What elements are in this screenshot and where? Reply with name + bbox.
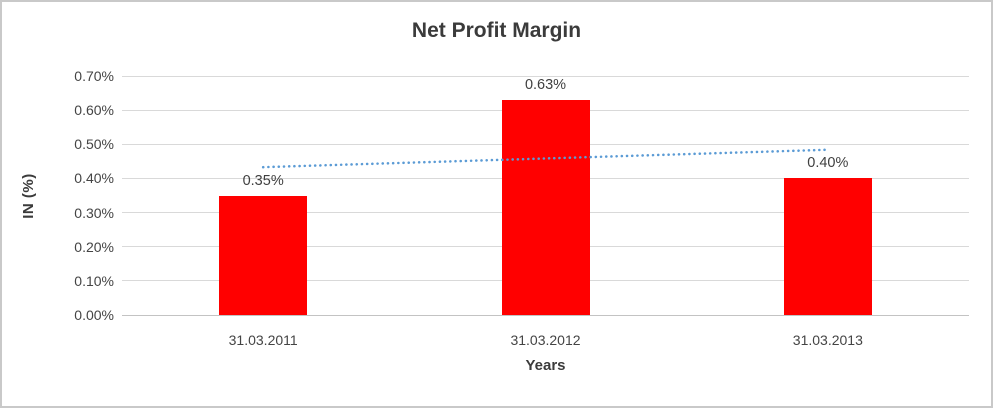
- x-axis-title: Years: [525, 357, 566, 374]
- y-axis-title: IN (%): [20, 173, 37, 219]
- bar-value-label: 0.63%: [524, 76, 567, 93]
- x-category-label: 31.03.2011: [228, 332, 298, 348]
- bar-value-label: 0.35%: [242, 172, 284, 189]
- trendline: [261, 148, 830, 169]
- x-category-label: 31.03.2013: [792, 332, 863, 348]
- plot-area: 0.35% 0.63% 0.40%: [122, 75, 969, 316]
- bar: [501, 99, 590, 315]
- y-tick-label: 0.40%: [74, 170, 114, 187]
- y-tick-label: 0.50%: [74, 136, 114, 153]
- y-tick-label: 0.00%: [74, 307, 114, 323]
- bar: [783, 178, 872, 315]
- bar: [219, 195, 308, 315]
- y-tick-label: 0.70%: [74, 68, 114, 84]
- bar-value-label: 0.40%: [807, 155, 849, 172]
- y-tick-label: 0.20%: [74, 238, 114, 255]
- gridline: [122, 75, 969, 77]
- y-tick-label: 0.10%: [74, 272, 114, 289]
- y-tick-label: 0.30%: [74, 204, 114, 221]
- y-tick-label: 0.60%: [74, 102, 114, 119]
- x-category-label: 31.03.2012: [510, 332, 581, 348]
- x-axis-line: [122, 314, 969, 316]
- chart-title: Net Profit Margin: [411, 19, 582, 42]
